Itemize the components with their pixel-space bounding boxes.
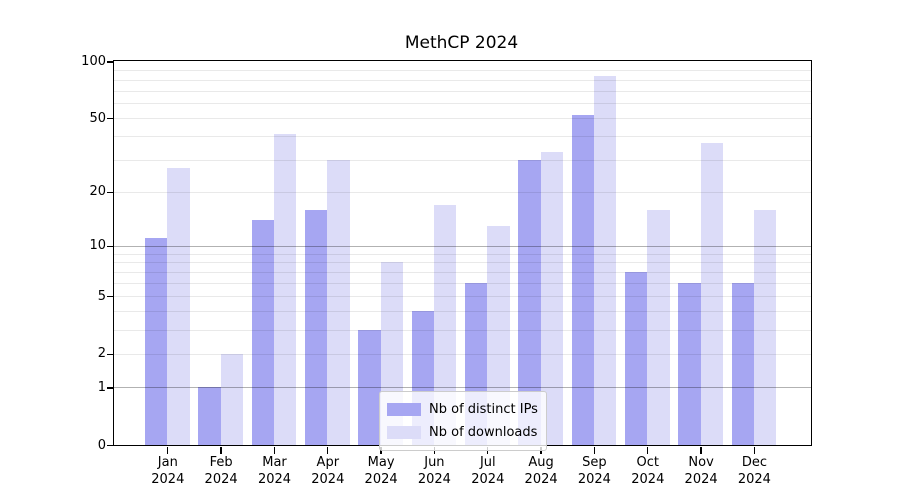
gridline-minor-80 [114,79,811,81]
x-tick-mark-oct [647,447,649,454]
legend-label-distinct-ips: Nb of distinct IPs [429,402,538,417]
x-tick-label-mar: Mar 2024 [257,455,292,487]
gridline-minor-20 [114,191,811,193]
x-tick-label-jan: Jan 2024 [151,455,185,487]
y-tick-mark-1 [107,387,114,389]
bar-sep-distinct-ips [571,115,594,445]
gridline-minor-40 [114,136,811,138]
bar-jan-distinct-ips [145,238,168,445]
legend-item-distinct-ips: Nb of distinct IPs [387,398,539,421]
gridline-minor-2 [114,353,811,355]
gridline-minor-60 [114,103,811,105]
gridline-major-10 [114,245,811,247]
gridline-minor-6 [114,283,811,285]
legend-item-downloads: Nb of downloads [387,421,539,444]
bar-feb-distinct-ips [198,387,221,445]
legend-label-downloads: Nb of downloads [429,425,538,440]
bar-jul-downloads [487,225,510,445]
gridline-minor-9 [114,253,811,255]
x-tick-mark-sep [593,447,596,454]
y-tick-mark-0 [107,444,114,447]
x-tick-label-oct: Oct 2024 [631,455,665,487]
gridline-minor-8 [114,262,811,264]
chart-title: MethCP 2024 [404,33,519,53]
bar-nov-distinct-ips [678,283,701,445]
gridline-minor-70 [114,90,811,92]
gridline-major-1 [114,387,811,389]
x-tick-label-jul: Jul 2024 [471,455,505,487]
gridline-minor-4 [114,311,811,313]
y-tick-label-0: 0 [97,437,106,453]
x-tick-label-may: May 2024 [364,455,398,487]
gridline-minor-5 [114,296,811,298]
bar-oct-distinct-ips [625,272,648,445]
x-tick-label-nov: Nov 2024 [684,455,718,487]
y-tick-mark-5 [107,295,114,298]
x-tick-mark-nov [700,447,702,454]
gridline-minor-50 [114,118,811,120]
x-tick-label-dec: Dec 2024 [737,455,771,487]
bar-dec-downloads [753,209,777,445]
gridline-minor-3 [114,329,811,331]
y-tick-mark-2 [107,353,114,355]
gridline-minor-7 [114,272,811,274]
plot-area: Nb of distinct IPs Nb of downloads [113,60,812,451]
bar-oct-downloads [647,209,670,445]
x-tick-label-apr: Apr 2024 [311,455,345,487]
x-tick-mark-mar [273,447,276,454]
bar-apr-downloads [327,159,350,445]
bar-may-distinct-ips [358,329,381,445]
legend-swatch-distinct-ips [387,403,421,416]
bar-jan-downloads [167,168,190,445]
legend: Nb of distinct IPs Nb of downloads [379,391,547,451]
y-tick-label-50: 50 [89,110,106,126]
y-tick-mark-20 [107,191,114,194]
y-tick-mark-50 [107,118,114,120]
bar-nov-downloads [700,142,723,445]
bar-sep-downloads [593,75,617,445]
y-tick-label-10: 10 [89,238,106,254]
x-tick-label-sep: Sep 2024 [577,455,611,487]
bar-apr-distinct-ips [305,209,328,445]
y-tick-label-5: 5 [97,288,106,304]
bar-dec-distinct-ips [731,283,754,445]
bar-mar-distinct-ips [251,219,274,445]
gridline-minor-90 [114,70,811,71]
y-tick-label-100: 100 [81,53,106,69]
y-tick-label-2: 2 [97,346,106,362]
bar-aug-distinct-ips [518,159,541,445]
x-tick-label-jun: Jun 2024 [417,455,451,487]
bar-feb-downloads [220,353,243,445]
x-tick-label-feb: Feb 2024 [204,455,238,487]
y-tick-label-20: 20 [89,184,106,200]
x-tick-mark-dec [753,447,756,454]
gridline-minor-30 [114,159,811,161]
x-tick-mark-apr [327,447,329,454]
x-tick-mark-feb [220,447,222,454]
x-tick-mark-jan [167,447,169,454]
y-tick-label-1: 1 [97,379,106,395]
y-tick-mark-10 [107,245,114,247]
bar-jun-downloads [433,204,457,445]
x-tick-label-aug: Aug 2024 [524,455,558,487]
legend-swatch-downloads [387,426,421,439]
bar-aug-downloads [540,151,563,445]
y-tick-mark-100 [107,61,114,63]
bar-mar-downloads [274,134,297,445]
